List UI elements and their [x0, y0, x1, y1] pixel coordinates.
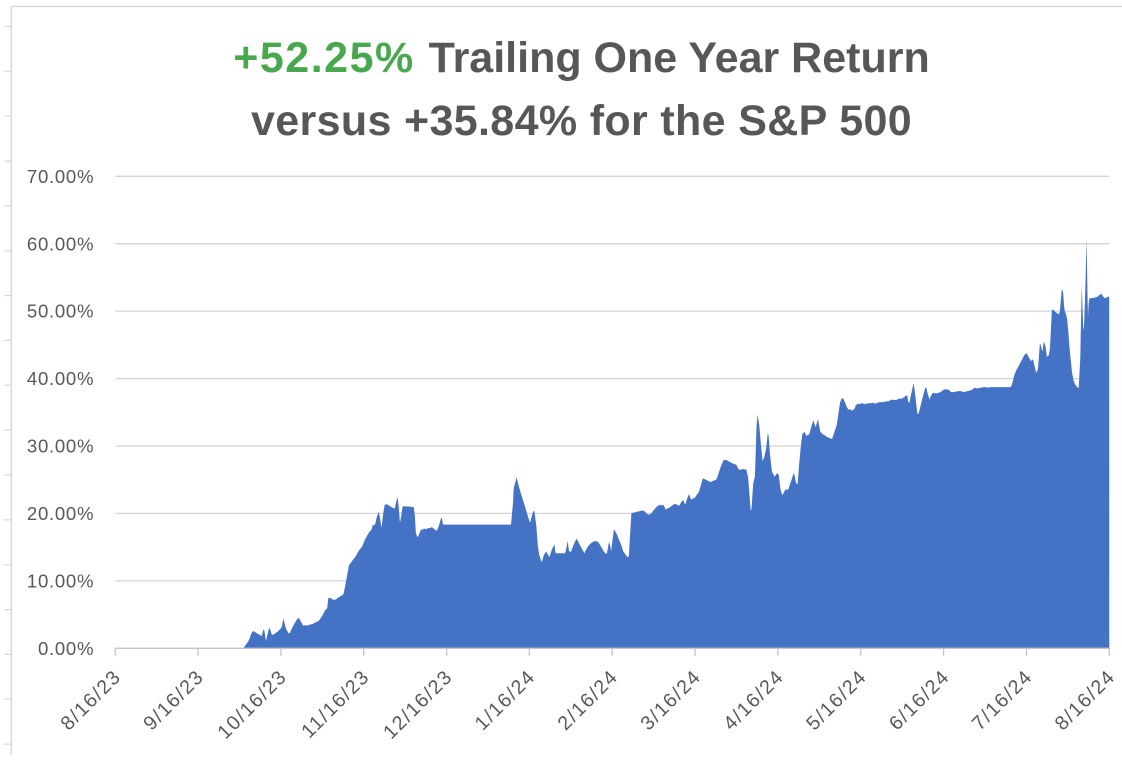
- svg-text:0.00%: 0.00%: [38, 638, 94, 659]
- svg-text:6/16/24: 6/16/24: [885, 666, 954, 735]
- svg-text:7/16/24: 7/16/24: [968, 666, 1037, 735]
- svg-text:50.00%: 50.00%: [27, 301, 94, 322]
- svg-text:8/16/23: 8/16/23: [57, 666, 126, 735]
- svg-text:8/16/24: 8/16/24: [1051, 666, 1120, 735]
- svg-text:3/16/24: 3/16/24: [636, 666, 705, 735]
- svg-text:12/16/23: 12/16/23: [379, 666, 457, 744]
- svg-text:30.00%: 30.00%: [27, 436, 94, 457]
- svg-text:5/16/24: 5/16/24: [802, 666, 871, 735]
- svg-text:40.00%: 40.00%: [27, 368, 94, 389]
- svg-text:1/16/24: 1/16/24: [471, 666, 540, 735]
- svg-text:20.00%: 20.00%: [27, 503, 94, 524]
- svg-text:2/16/24: 2/16/24: [554, 666, 623, 735]
- svg-text:4/16/24: 4/16/24: [719, 666, 788, 735]
- svg-text:11/16/23: 11/16/23: [297, 666, 374, 743]
- svg-text:9/16/23: 9/16/23: [139, 666, 208, 735]
- svg-text:10.00%: 10.00%: [27, 571, 94, 592]
- svg-text:60.00%: 60.00%: [27, 233, 94, 254]
- svg-text:70.00%: 70.00%: [27, 166, 94, 187]
- svg-text:10/16/23: 10/16/23: [214, 666, 292, 744]
